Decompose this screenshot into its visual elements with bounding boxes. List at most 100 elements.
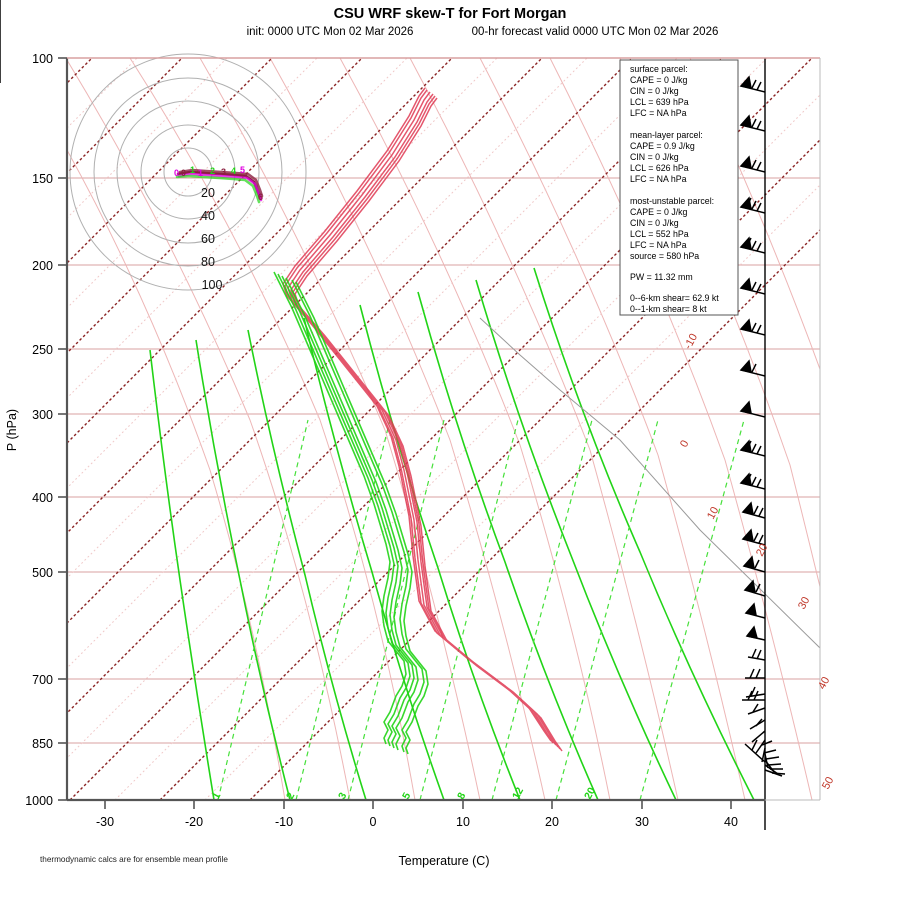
pressure-axis: 100 150 200 250 300 400 500 700 850 1000… (5, 52, 67, 808)
wind-barb (747, 703, 766, 715)
mixing-ratio-label-12: 12 (510, 785, 526, 801)
mixing-ratio-label-2: 2 (284, 790, 297, 801)
dewpoint-ensemble-lines (273, 271, 429, 755)
hodograph-height-6: 6 (258, 192, 263, 202)
hodograph-height-1a: 1 (190, 165, 195, 175)
precipitable-water: PW = 11.32 mm (630, 272, 693, 282)
pressure-tick-850: 850 (32, 737, 53, 751)
temperature-ticks (104, 800, 732, 809)
wind-barb (744, 602, 766, 619)
wind-barb (739, 439, 766, 457)
hodograph-height-0b: 0 (181, 168, 186, 178)
hodograph-height-3: 3 (221, 167, 226, 177)
pressure-tick-500: 500 (32, 566, 53, 580)
hodograph-traces (175, 168, 264, 204)
temp-tick-30: 30 (635, 815, 649, 829)
pressure-tick-1000: 1000 (25, 794, 53, 808)
most-unstable-parcel-lcl: LCL = 552 hPa (630, 229, 689, 239)
pressure-tick-700: 700 (32, 673, 53, 687)
wind-barb-column (0, 0, 786, 830)
surface-parcel-lfc: LFC = NA hPa (630, 108, 687, 118)
wind-barb (0, 0, 766, 93)
hodograph: 20 40 60 80 100 0 0 1 1 2 3 4 5 6 (69, 53, 307, 292)
hodograph-ring-label-100: 100 (202, 278, 223, 292)
wind-barb (749, 718, 766, 730)
isotherm-label-30: 30 (796, 595, 812, 611)
wind-barb (742, 555, 766, 573)
mean-layer-parcel-lcl: LCL = 626 hPa (630, 163, 689, 173)
mixing-ratio-label-20: 20 (582, 785, 598, 801)
temp-tick-40: 40 (724, 815, 738, 829)
hodograph-height-1b: 1 (198, 168, 203, 178)
pressure-ticks (58, 57, 67, 801)
plot-frame (65, 57, 821, 802)
wind-barb (745, 625, 766, 641)
surface-parcel-lcl: LCL = 639 hPa (630, 97, 689, 107)
wind-barb (764, 769, 786, 777)
subtitle-valid: 00-hr forecast valid 0000 UTC Mon 02 Mar… (472, 26, 719, 38)
wind-barb (755, 739, 773, 754)
pressure-axis-label: P (hPa) (5, 409, 19, 451)
pressure-tick-300: 300 (32, 408, 53, 422)
most-unstable-parcel-source: source = 580 hPa (630, 251, 699, 261)
isotherm-label-50: 50 (820, 775, 836, 791)
wind-barb (741, 528, 766, 546)
wind-barb (739, 236, 766, 254)
hodograph-ring-label-80: 80 (201, 255, 215, 269)
pressure-tick-400: 400 (32, 491, 53, 505)
temp-tick-20: 20 (545, 815, 559, 829)
hodograph-ring-label-40: 40 (201, 209, 215, 223)
mixing-ratio-lines (217, 419, 745, 800)
mixing-ratio-label-1: 1 (210, 790, 223, 801)
mean-layer-parcel-heading: mean-layer parcel: (630, 130, 703, 140)
isotherm-label-0: 0 (678, 438, 691, 449)
hodograph-height-0a: 0 (174, 168, 179, 178)
isotherm-label-20: 20 (754, 542, 770, 558)
wind-barbs (0, 0, 786, 777)
most-unstable-parcel-lfc: LFC = NA hPa (630, 240, 687, 250)
wind-barb (743, 579, 766, 597)
pressure-tick-150: 150 (32, 172, 53, 186)
surface-parcel-heading: surface parcel: (630, 64, 688, 74)
most-unstable-parcel-cin: CIN = 0 J/kg (630, 218, 679, 228)
wind-barb (739, 359, 766, 377)
parcel-info-box: surface parcel: CAPE = 0 J/kg CIN = 0 J/… (619, 59, 739, 316)
subtitle-init: init: 0000 UTC Mon 02 Mar 2026 (247, 26, 414, 38)
footnote: thermodynamic calcs are for ensemble mea… (40, 855, 228, 864)
mixing-ratio-labels: 1 2 3 5 8 12 20 (210, 785, 598, 801)
shear-0-1km: 0--1-km shear= 8 kt (630, 304, 707, 314)
wind-barb (739, 277, 766, 295)
hodograph-ring-label-20: 20 (201, 186, 215, 200)
parcel-trajectory-line (479, 317, 820, 649)
wind-barb (742, 690, 765, 701)
isotherm-label-10: 10 (705, 505, 721, 521)
wind-barb (739, 472, 766, 490)
mean-layer-parcel-cin: CIN = 0 J/kg (630, 152, 679, 162)
temp-tick-10: 10 (456, 815, 470, 829)
mean-layer-parcel-cape: CAPE = 0.9 J/kg (630, 141, 695, 151)
hodograph-height-2: 2 (210, 166, 215, 176)
wind-barb (751, 730, 766, 743)
temp-tick--30: -30 (96, 815, 114, 829)
most-unstable-parcel-cape: CAPE = 0 J/kg (630, 207, 688, 217)
shear-0-6km: 0--6-km shear= 62.9 kt (630, 293, 719, 303)
plot-interior (67, 58, 820, 800)
temperature-ensemble-lines (282, 87, 563, 752)
pressure-tick-100: 100 (32, 52, 53, 66)
hodograph-ring-label-60: 60 (201, 232, 215, 246)
page-title: CSU WRF skew-T for Fort Morgan (334, 6, 567, 22)
hodograph-height-4: 4 (231, 166, 236, 176)
wind-barb (739, 155, 766, 173)
temp-tick--10: -10 (275, 815, 293, 829)
wind-barb (739, 114, 766, 132)
pressure-tick-250: 250 (32, 343, 53, 357)
temp-tick--20: -20 (185, 815, 203, 829)
wind-barb (745, 668, 765, 679)
wind-barb (739, 196, 766, 214)
wind-barb (764, 764, 783, 775)
parcel-info-box-frame (619, 59, 739, 316)
mixing-ratio-label-3: 3 (336, 790, 349, 801)
wind-barb (747, 648, 766, 661)
